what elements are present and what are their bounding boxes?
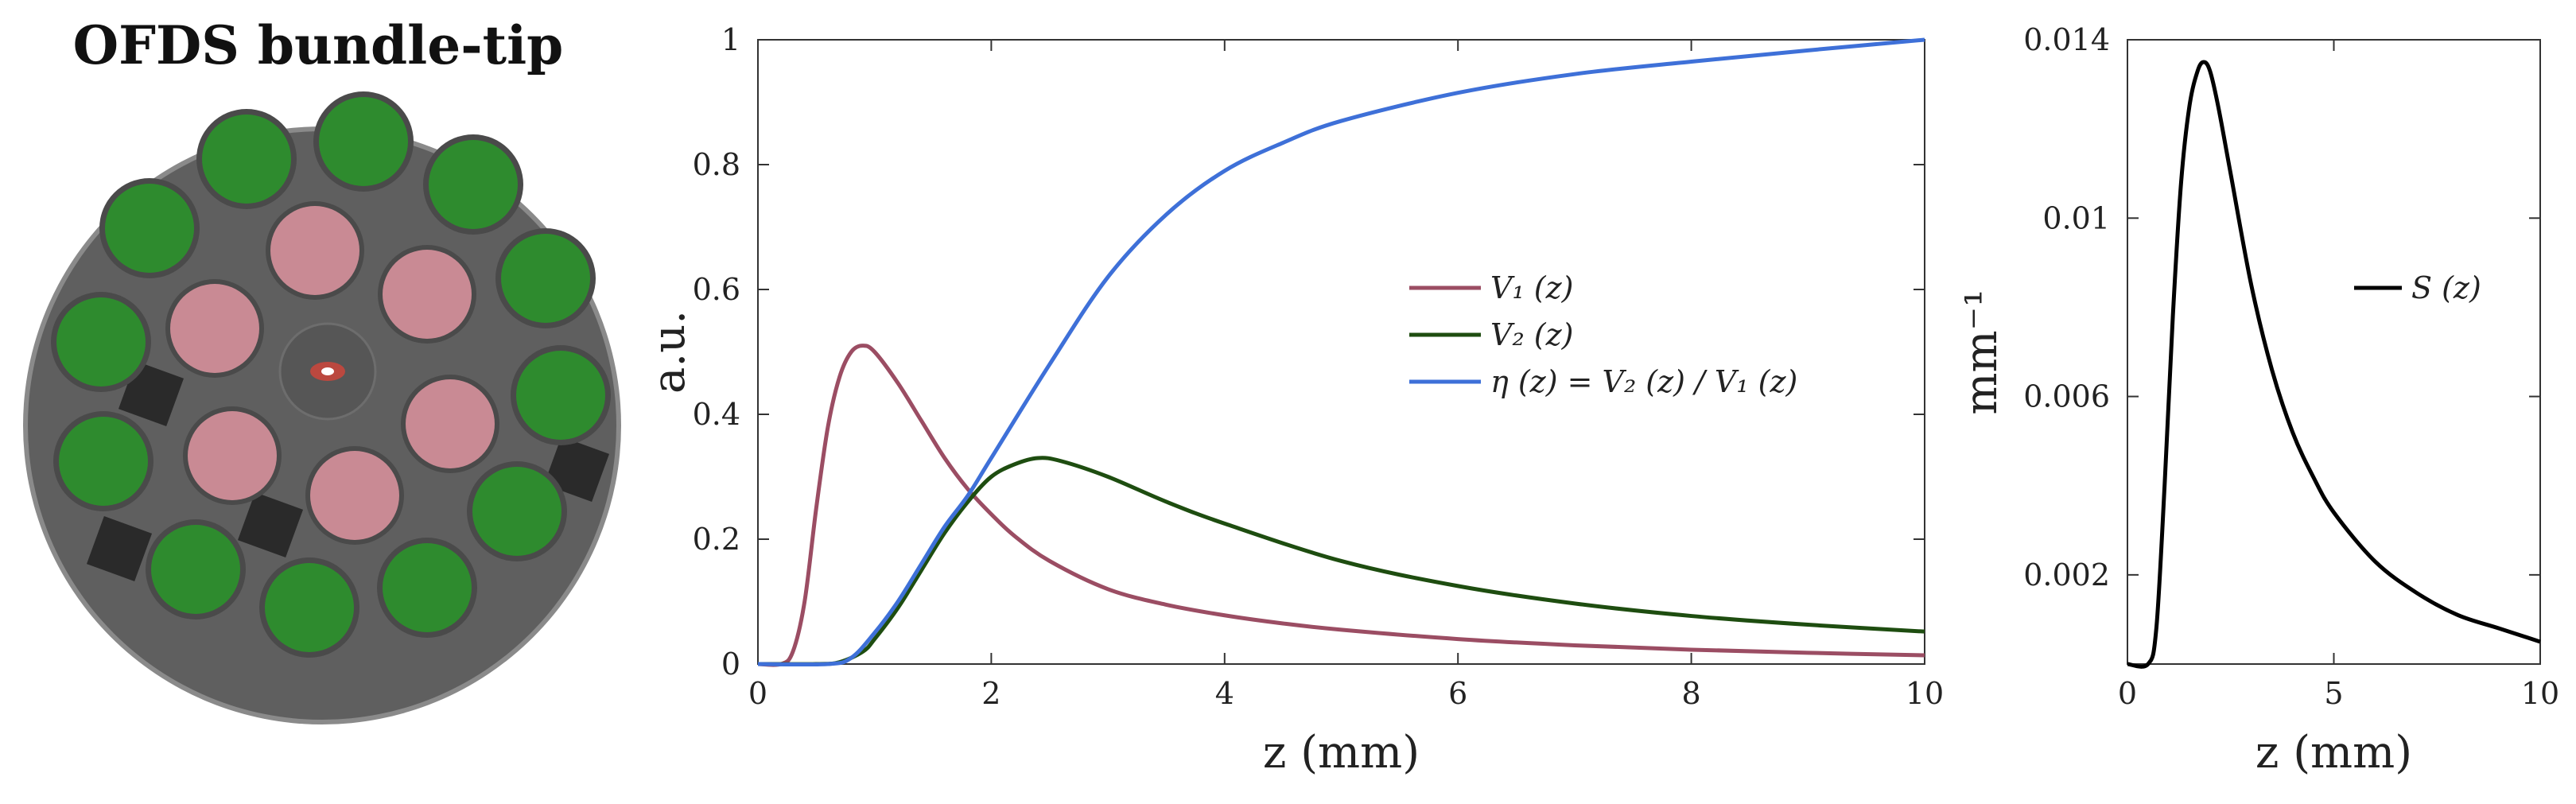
- fiber-bundle-photo: [23, 91, 621, 724]
- collection-fiber: [202, 115, 291, 204]
- x-tick-label: 8: [1682, 676, 1701, 711]
- legend-label: V₁ (z): [1490, 270, 1573, 305]
- y-tick-label: 0.01: [2042, 200, 2110, 235]
- illumination-fiber: [383, 250, 472, 339]
- collection-fiber: [265, 563, 354, 652]
- alignment-marker: [86, 515, 153, 582]
- legend-label: S (z): [2411, 270, 2481, 305]
- collection-fiber: [319, 97, 408, 186]
- collection-fiber: [501, 234, 590, 323]
- plot-frame: [757, 39, 1925, 665]
- illumination-fiber: [406, 379, 495, 468]
- x-tick-label: 10: [1906, 676, 1944, 711]
- collection-fiber: [151, 525, 240, 614]
- legend-label: V₂ (z): [1490, 317, 1573, 352]
- y-tick-label: 0.6: [693, 272, 740, 307]
- plot-frame: [2127, 39, 2541, 665]
- x-axis-label: z (mm): [1263, 727, 1420, 779]
- y-tick-label: 0.8: [693, 147, 740, 182]
- collection-fiber: [56, 297, 146, 386]
- source-spot: [321, 367, 334, 375]
- y-tick-label: 0: [721, 647, 740, 682]
- illumination-fiber: [170, 284, 259, 373]
- y-axis-label: mm⁻¹: [1964, 289, 2007, 414]
- x-tick-label: 5: [2324, 676, 2343, 711]
- x-tick-label: 4: [1215, 676, 1234, 711]
- y-tick-label: 0.4: [693, 397, 740, 432]
- collection-fiber: [105, 184, 194, 273]
- x-tick-label: 2: [981, 676, 1000, 711]
- collection-fiber: [472, 467, 561, 556]
- series-line-1: [2127, 60, 2541, 669]
- x-tick-label: 0: [2118, 676, 2137, 711]
- y-tick-label: 0.002: [2023, 557, 2110, 592]
- collection-fiber: [383, 543, 472, 632]
- series-line-3: [757, 37, 1925, 667]
- illumination-fiber: [310, 451, 399, 540]
- y-tick-label: 1: [721, 22, 740, 57]
- efficiency-line-chart: 0 2 4 6 8 10 0 0.2 0.4 0.6 0.8 1 z (mm) a.u. V₁ (z) V₂ …: [643, 22, 1944, 779]
- illumination-fiber: [270, 206, 359, 295]
- collection-fiber: [59, 417, 148, 506]
- x-axis-label: z (mm): [2255, 727, 2412, 779]
- bundle-tip-title: OFDS bundle-tip: [72, 14, 564, 76]
- series-line-1: [757, 344, 1925, 667]
- illumination-fiber: [188, 411, 277, 500]
- x-tick-label: 6: [1448, 676, 1467, 711]
- collection-fiber: [429, 140, 518, 229]
- alignment-marker: [543, 436, 610, 503]
- legend-label: η (z) = V₂ (z) / V₁ (z): [1490, 364, 1797, 399]
- sensitivity-line-chart: 0 5 10 0.002 0.006 0.01 0.014 z (mm) mm⁻¹ S (z): [1964, 22, 2559, 779]
- y-axis-label: a.u.: [643, 310, 695, 394]
- x-tick-label: 10: [2521, 676, 2559, 711]
- y-tick-label: 0.2: [693, 522, 740, 557]
- alignment-marker: [237, 491, 304, 558]
- bundle-tip-panel: OFDS bundle-tip: [0, 0, 636, 804]
- y-tick-label: 0.006: [2023, 379, 2110, 414]
- series-line-2: [757, 456, 1925, 666]
- x-tick-label: 0: [748, 676, 767, 711]
- collection-fiber: [516, 351, 605, 440]
- y-tick-label: 0.014: [2023, 22, 2110, 57]
